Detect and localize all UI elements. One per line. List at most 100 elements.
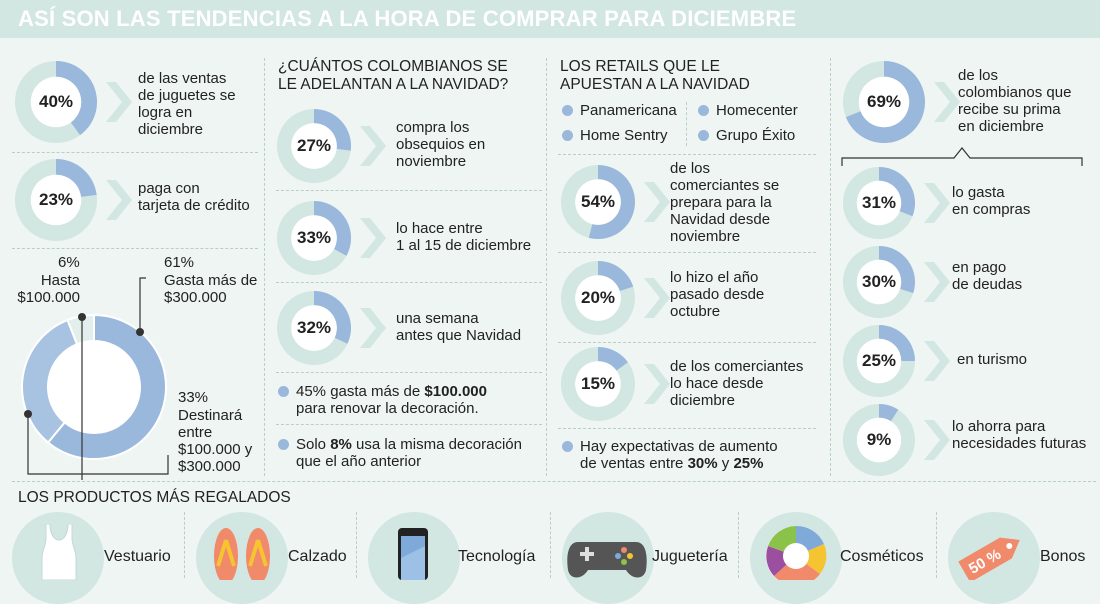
- slice-pct-61: 61%: [164, 254, 195, 271]
- product-jugueteria: Juguetería: [562, 512, 738, 604]
- donut-segment: [314, 291, 351, 344]
- price-tag-icon: 50 %: [958, 537, 1020, 580]
- stat-text: lo gasta en compras: [952, 184, 1031, 218]
- slice-label-33: Destinará entre $100.000 y $300.000: [178, 407, 253, 475]
- divider: [12, 481, 1096, 482]
- product-label: Tecnología: [458, 548, 536, 565]
- retailer-home-sentry: Home Sentry: [562, 127, 668, 144]
- chevron-right-icon: [106, 180, 132, 220]
- stat-text: compra los obsequios en noviembre: [396, 119, 486, 170]
- donut-segment: [56, 159, 97, 197]
- divider: [558, 342, 816, 343]
- donut-23: 23%: [14, 158, 132, 242]
- chevron-right-icon: [360, 126, 386, 166]
- column-divider: [546, 58, 547, 476]
- divider: [12, 152, 258, 153]
- donut-40: 40%: [14, 60, 132, 144]
- divider: [558, 252, 816, 253]
- slice-label-6: Hasta $100.000: [17, 272, 80, 306]
- brace: [841, 147, 1083, 166]
- chevron-right-icon: [644, 364, 670, 404]
- section-header: ¿CUÁNTOS COLOMBIANOS SE LE ADELANTAN A L…: [278, 58, 509, 93]
- bullet-decoration: 45% gasta más de $100.000 para renovar l…: [278, 383, 487, 417]
- retailer-homecenter: Homecenter: [698, 102, 798, 119]
- product-tecnologia: Tecnología: [368, 512, 548, 604]
- stat-text: una semana antes que Navidad: [396, 310, 522, 344]
- chevron-right-icon: [924, 341, 950, 381]
- donut-percent: 25%: [861, 351, 897, 370]
- product-cosmeticos: Cosméticos: [750, 512, 930, 604]
- product-vestuario: Vestuario: [12, 512, 182, 604]
- divider: [558, 154, 816, 155]
- products-header: LOS PRODUCTOS MÁS REGALADOS: [18, 489, 291, 506]
- chevron-right-icon: [934, 82, 960, 122]
- donut-69: 69%: [842, 60, 960, 144]
- donut-percent: 20%: [580, 288, 616, 307]
- leader-dot: [136, 328, 144, 336]
- bullet-same-decoration: Solo 8% usa la misma decoración que el a…: [278, 436, 522, 470]
- stat-text: paga con tarjeta de crédito: [138, 180, 250, 214]
- slice-label-61: Gasta más de $300.000: [164, 272, 258, 306]
- retailer-grupo-exito: Grupo Éxito: [698, 127, 795, 144]
- donut-percent: 33%: [296, 228, 332, 247]
- slice-pct-33: 33%: [178, 389, 209, 406]
- product-divider: [356, 512, 357, 578]
- big-donut-chart: [21, 277, 169, 480]
- donut-percent: 31%: [861, 193, 897, 212]
- donut-20: 20%: [560, 260, 670, 336]
- donut-segment: [598, 347, 628, 371]
- donut-segment: [879, 167, 915, 217]
- chevron-right-icon: [644, 278, 670, 318]
- donut-percent: 54%: [580, 192, 616, 211]
- donut-15: 15%: [560, 346, 670, 422]
- stat-text: lo ahorra para necesidades futuras: [952, 418, 1087, 452]
- divider: [276, 372, 542, 373]
- donut-segment: [598, 261, 634, 291]
- donut-30: 30%: [842, 245, 950, 319]
- stat-text: lo hace entre 1 al 15 de diciembre: [396, 220, 532, 254]
- product-calzado: Calzado: [196, 512, 356, 604]
- title-bar: ASÍ SON LAS TENDENCIAS A LA HORA DE COMP…: [0, 0, 1100, 38]
- donut-33: 33%: [276, 200, 386, 276]
- product-label: Calzado: [288, 548, 347, 565]
- donut-segment: [588, 165, 635, 239]
- donut-percent: 27%: [296, 136, 332, 155]
- leader-dot: [24, 410, 32, 418]
- palette-icon: [766, 525, 827, 580]
- flip-flops-icon: [214, 528, 270, 580]
- donut-27: 27%: [276, 108, 386, 184]
- stat-text: de los comerciantes lo hace desde diciem…: [670, 358, 804, 409]
- retailer-divider: [686, 102, 687, 146]
- donut-32: 32%: [276, 290, 386, 366]
- donut-segment: [879, 404, 899, 422]
- divider: [12, 248, 258, 249]
- leader-dot: [78, 313, 86, 321]
- divider: [276, 190, 542, 191]
- slice-pct-6: 6%: [58, 254, 80, 271]
- donut-percent: 40%: [38, 92, 74, 111]
- divider: [558, 428, 816, 429]
- product-label: Vestuario: [104, 548, 171, 565]
- stat-text: de las ventas de juguetes se logra en di…: [138, 70, 236, 138]
- product-divider: [738, 512, 739, 578]
- stat-text: lo hizo el año pasado desde octubre: [670, 269, 765, 320]
- donut-percent: 30%: [861, 272, 897, 291]
- donut-percent: 32%: [296, 318, 332, 337]
- section-header: LOS RETAILS QUE LE APUESTAN A LA NAVIDAD: [560, 58, 750, 93]
- retailer-panamericana: Panamericana: [562, 102, 677, 119]
- donut-54: 54%: [560, 164, 670, 240]
- chevron-right-icon: [644, 182, 670, 222]
- bullet-sales-expectation: Hay expectativas de aumento de ventas en…: [562, 438, 778, 472]
- donut-31: 31%: [842, 166, 950, 240]
- divider: [276, 424, 542, 425]
- leader-line: [27, 414, 169, 475]
- stat-text: de los colombianos que recibe su prima e…: [958, 67, 1072, 135]
- stat-text: en turismo: [957, 351, 1028, 368]
- product-label: Juguetería: [652, 548, 728, 565]
- stat-text: en pago de deudas: [952, 259, 1023, 293]
- chevron-right-icon: [924, 262, 950, 302]
- product-label: Bonos: [1040, 548, 1086, 565]
- donut-segment: [845, 61, 925, 143]
- donut-9: 9%: [842, 403, 950, 477]
- product-divider: [936, 512, 937, 578]
